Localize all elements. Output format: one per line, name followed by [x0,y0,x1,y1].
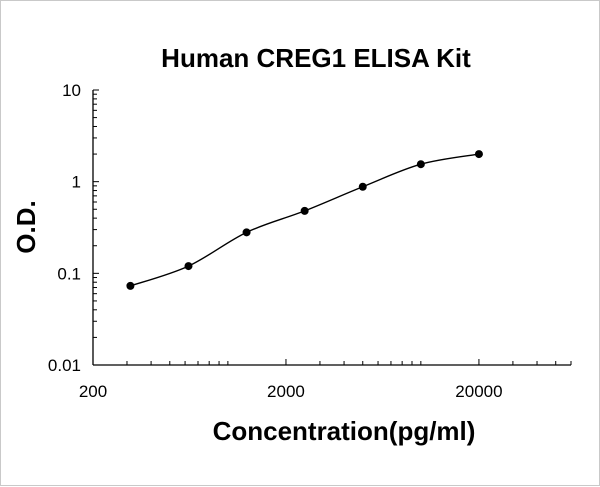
data-point [300,206,309,215]
y-tick-label: 0.01 [48,356,81,375]
y-axis-title: O.D. [11,200,41,253]
plot-area: 10 1 0.1 0.01 200 2000 20000 [48,81,572,401]
x-tick-label: 20000 [455,382,502,401]
data-point [358,182,367,191]
y-tick-label: 10 [62,81,81,100]
x-tick-label: 200 [79,382,107,401]
x-axis-title: Concentration(pg/ml) [213,416,476,446]
data-point [242,228,251,237]
trendline [130,153,480,287]
data-point [126,281,135,290]
y-tick-label: 1 [72,173,81,192]
data-point [184,262,193,271]
data-point [474,150,483,159]
data-point [416,160,425,169]
y-tick-label: 0.1 [57,264,81,283]
x-tick-label: 2000 [267,382,305,401]
chart-title: Human CREG1 ELISA Kit [161,43,471,73]
